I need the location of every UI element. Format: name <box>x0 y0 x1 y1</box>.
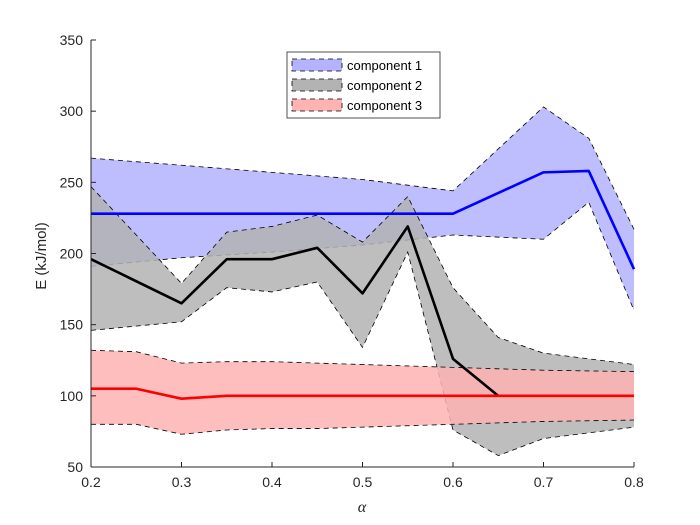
x-tick-label: 0.8 <box>624 474 644 490</box>
x-tick-label: 0.7 <box>534 474 554 490</box>
legend-swatch-2 <box>291 78 343 92</box>
mean-line-1 <box>91 169 636 270</box>
mean-line-2 <box>90 225 500 397</box>
y-tick-label: 50 <box>67 459 83 475</box>
axes <box>90 39 635 468</box>
mean-lines <box>90 169 636 400</box>
x-tick-label: 0.4 <box>262 474 282 490</box>
band-lower-2 <box>90 250 635 457</box>
legend-swatch-3 <box>291 98 343 112</box>
y-tick-label: 250 <box>60 174 84 190</box>
band-upper-3 <box>90 349 635 373</box>
y-tick-label: 300 <box>60 103 84 119</box>
legend-label-1: component 1 <box>347 58 422 73</box>
y-tick-label: 150 <box>60 317 84 333</box>
band-upper-2 <box>90 186 635 365</box>
y-axis-label: E (kJ/mol) <box>33 222 50 290</box>
x-tick-label: 0.5 <box>353 474 373 490</box>
band-3 <box>91 350 634 435</box>
band-1 <box>91 106 634 311</box>
legend-label-2: component 2 <box>347 78 422 93</box>
y-tick-label: 100 <box>60 388 84 404</box>
x-axis-label: α <box>358 499 367 516</box>
band-lower-3 <box>91 419 635 435</box>
legend-swatch-1 <box>291 58 343 72</box>
mean-line-3 <box>91 387 634 400</box>
tick-labels: 0.2 0.3 0.4 0.5 0.6 0.7 0.8 50 100 150 200 250 300 35… <box>60 32 644 490</box>
band-upper-1 <box>90 106 635 230</box>
x-tick-label: 0.2 <box>81 474 101 490</box>
x-tick-label: 0.6 <box>443 474 463 490</box>
x-tick-label: 0.3 <box>172 474 192 490</box>
y-tick-label: 200 <box>60 246 84 262</box>
confidence-bands <box>90 106 635 457</box>
legend: component 1 component 2 component 3 <box>286 51 441 119</box>
legend-label-3: component 3 <box>347 98 422 113</box>
y-tick-label: 350 <box>60 32 84 48</box>
